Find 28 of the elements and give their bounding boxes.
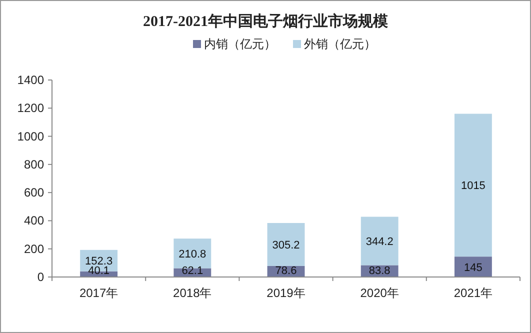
y-tick-label: 1000 (17, 129, 44, 144)
x-tick-label: 2019年 (266, 286, 306, 300)
data-label: 344.2 (366, 236, 394, 248)
bar (360, 216, 398, 266)
data-label: 78.6 (275, 265, 297, 277)
data-label: 40.1 (88, 265, 110, 277)
chart-title: 2017-2021年中国电子烟行业市场规模 (143, 12, 389, 30)
bar (454, 114, 492, 257)
y-tick-label: 0 (37, 270, 44, 284)
x-tick-label: 2020年 (360, 286, 399, 300)
y-tick-label: 200 (24, 242, 44, 256)
legend-label: 内销（亿元） (204, 37, 276, 51)
data-label: 62.1 (182, 265, 204, 277)
x-tick-label: 2017年 (79, 286, 118, 300)
bar (267, 222, 305, 266)
data-label: 1015 (460, 180, 486, 192)
y-tick-label: 600 (24, 186, 44, 200)
y-tick-label: 800 (24, 157, 44, 172)
data-label: 145 (464, 262, 482, 274)
y-tick-label: 400 (24, 214, 44, 228)
x-tick-label: 2021年 (454, 286, 493, 300)
data-label: 305.2 (272, 239, 300, 252)
data-label: 83.8 (368, 265, 390, 277)
x-tick-label: 2018年 (173, 286, 212, 300)
data-label: 210.8 (178, 248, 206, 260)
legend-label: 外销（亿元） (304, 37, 376, 51)
y-tick-label: 1400 (17, 73, 44, 87)
y-tick-label: 1200 (17, 101, 44, 116)
